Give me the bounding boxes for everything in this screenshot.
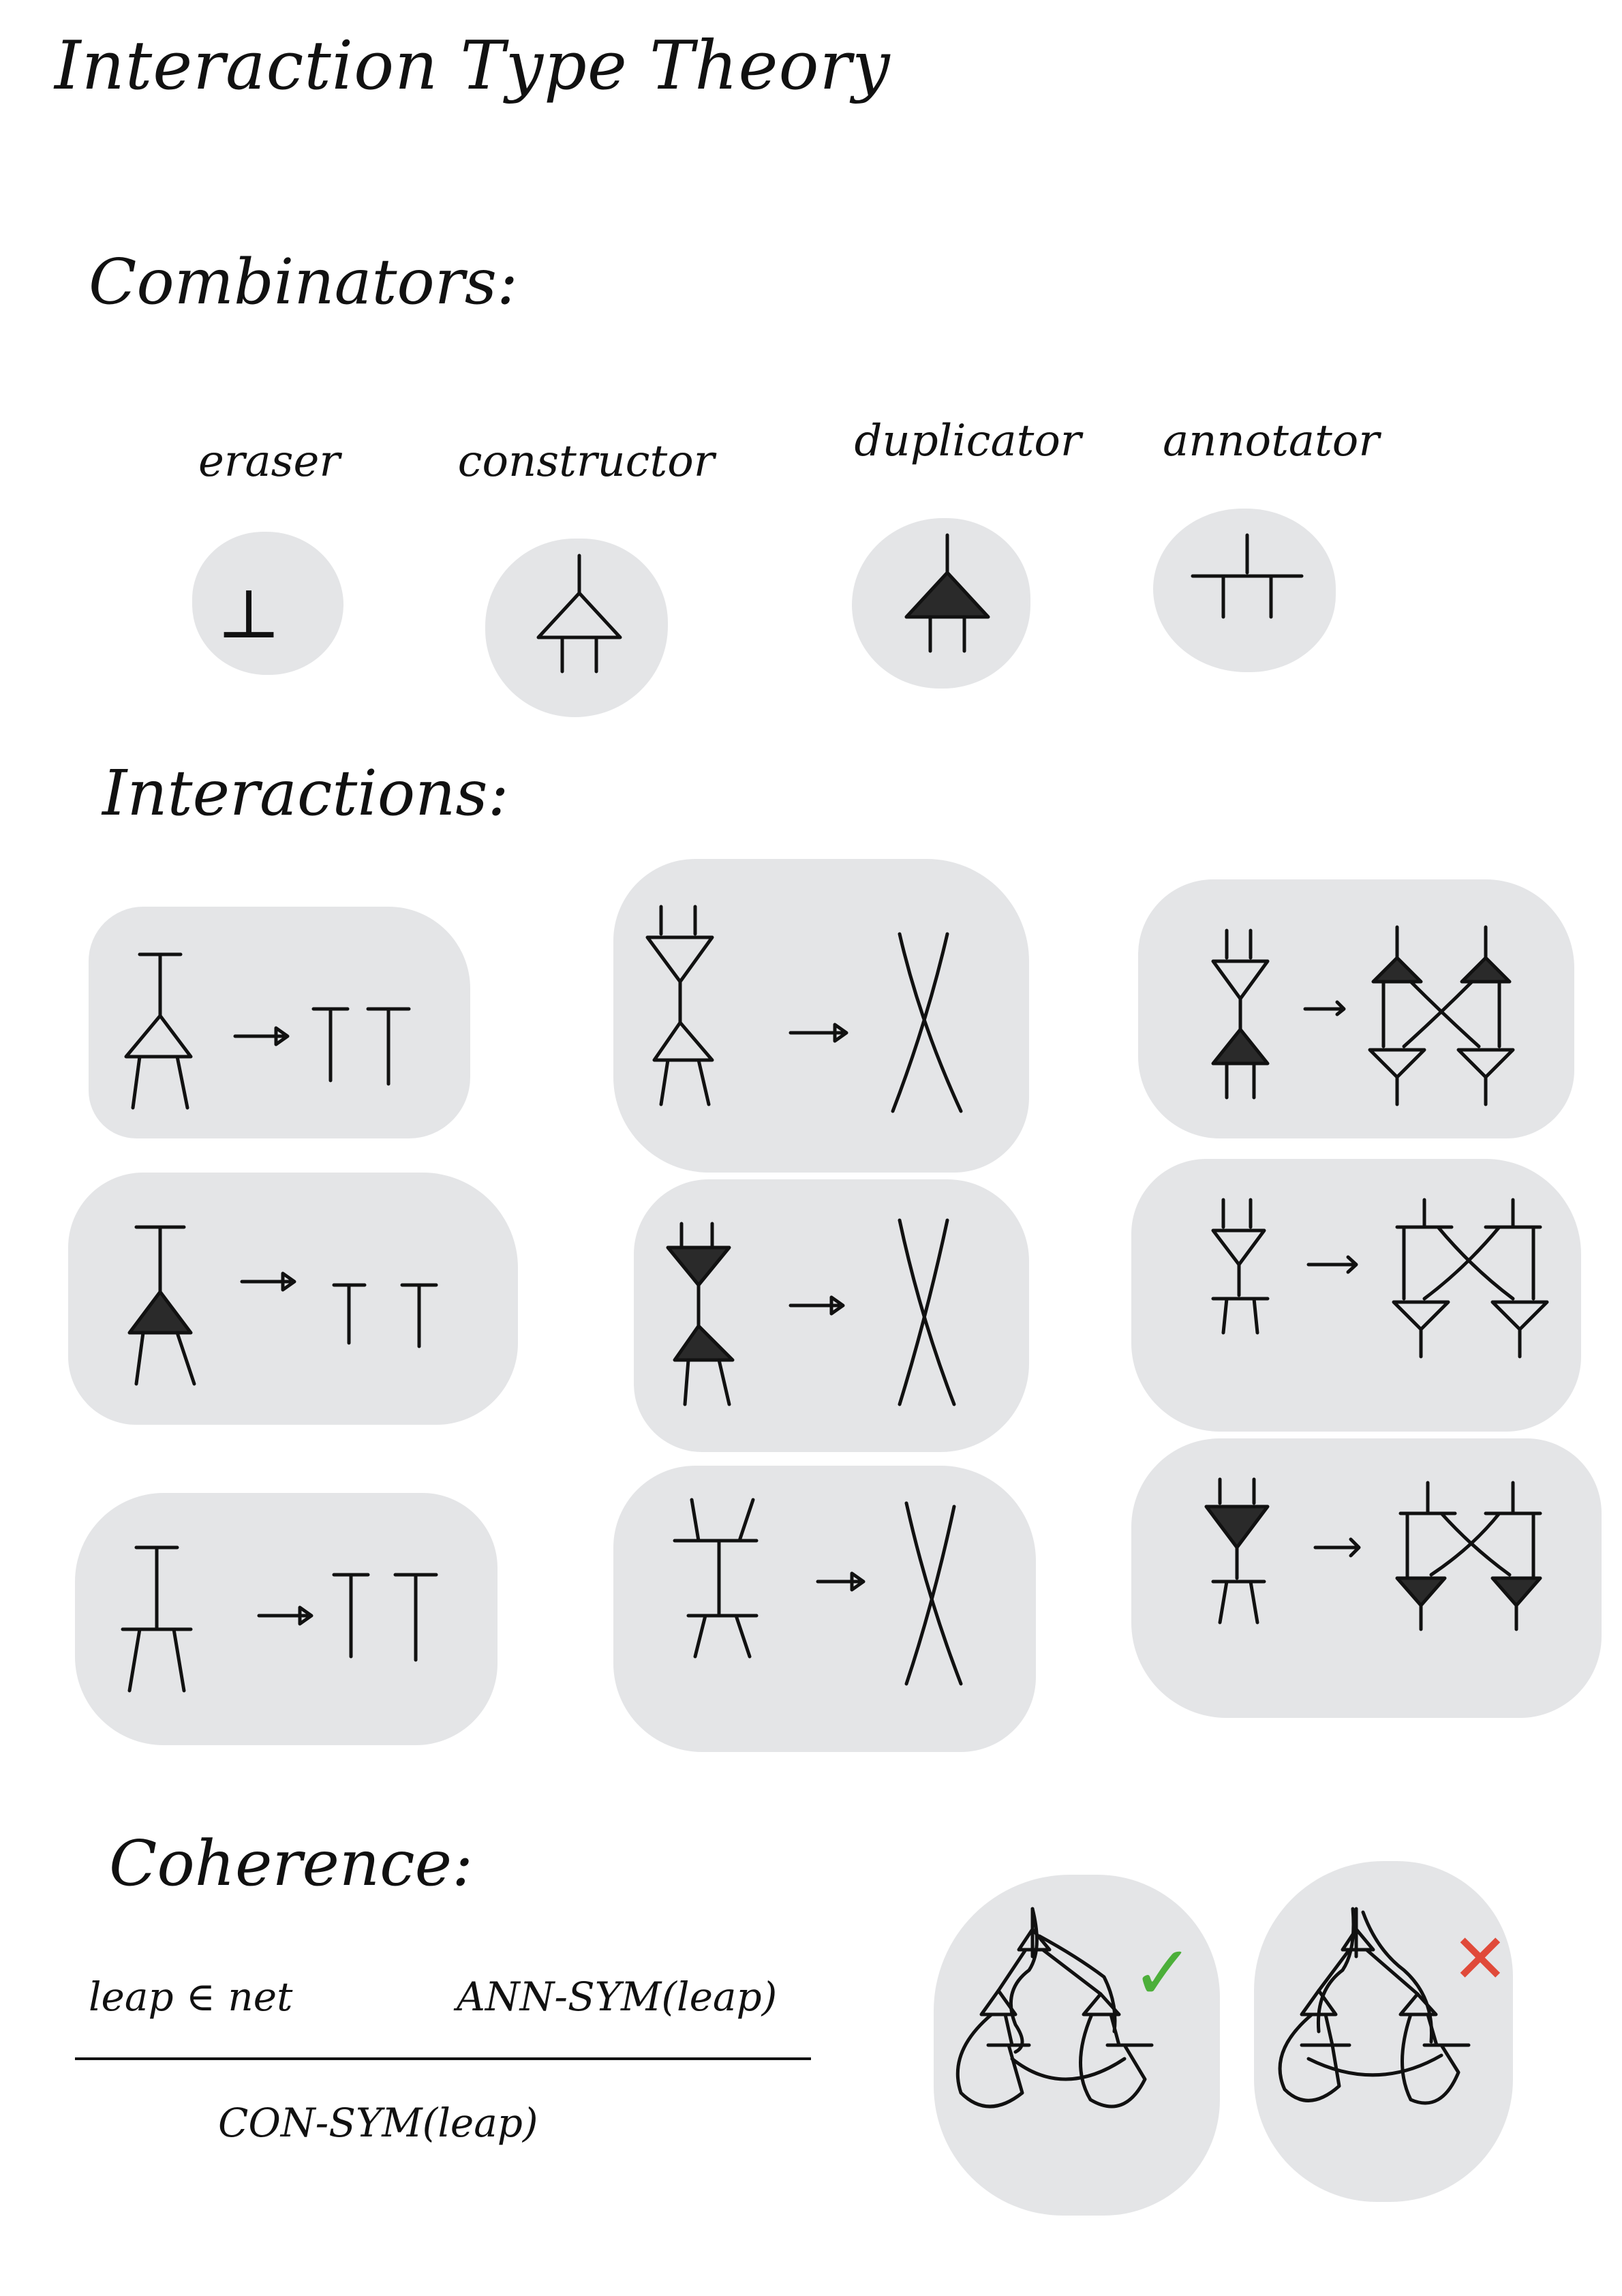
combinator-label-eraser: eraser (198, 436, 340, 487)
section-heading-coherence: Coherence: (109, 1827, 474, 1900)
section-heading-combinators: Combinators: (89, 245, 518, 318)
rule-inference-line (75, 2057, 811, 2060)
interaction-constructor-duplicator (1211, 925, 1515, 1106)
rule-conclusion: CON-SYM(leap) (218, 2100, 538, 2146)
duplicator-icon (904, 533, 990, 653)
interaction-blob-2 (613, 859, 1029, 1173)
interaction-annotator-constructor (1211, 1198, 1549, 1359)
interaction-eraser-duplicator (127, 1225, 438, 1386)
interaction-annotator-annotator (673, 1498, 963, 1686)
combinator-label-annotator: annotator (1163, 416, 1379, 466)
combinator-label-duplicator: duplicator (854, 416, 1082, 466)
interaction-constructor-constructor (645, 905, 963, 1113)
interaction-duplicator-duplicator (666, 1218, 956, 1406)
constructor-blob (485, 539, 668, 717)
eraser-icon: ⊥ (217, 574, 281, 654)
coherence-valid-blob (934, 1875, 1220, 2216)
eraser-blob (192, 532, 343, 675)
coherence-valid-net (955, 1907, 1154, 2109)
interaction-blob-4 (68, 1173, 518, 1425)
interaction-annotator-duplicator (1204, 1477, 1542, 1631)
coherence-invalid-net (1278, 1907, 1471, 2105)
interaction-blob-8 (613, 1466, 1036, 1752)
annotator-icon (1191, 533, 1304, 619)
interaction-blob-1 (89, 907, 470, 1138)
rule-premise-left: leap ∈ net (89, 1974, 293, 2020)
invalid-cross-icon: ✕ (1452, 1919, 1509, 1999)
interaction-eraser-constructor (124, 952, 411, 1110)
annotator-blob (1153, 509, 1336, 672)
interaction-blob-3 (1138, 879, 1574, 1138)
interaction-blob-7 (75, 1493, 498, 1745)
constructor-icon (536, 554, 622, 674)
interaction-eraser-annotator (121, 1545, 438, 1693)
combinator-label-constructor: constructor (457, 436, 715, 487)
valid-check-icon: ✓ (1131, 1929, 1195, 2016)
section-heading-interactions: Interactions: (102, 757, 509, 830)
rule-premise-right: ANN-SYM(leap) (457, 1974, 778, 2020)
page-title: Interaction Type Theory (55, 27, 891, 105)
